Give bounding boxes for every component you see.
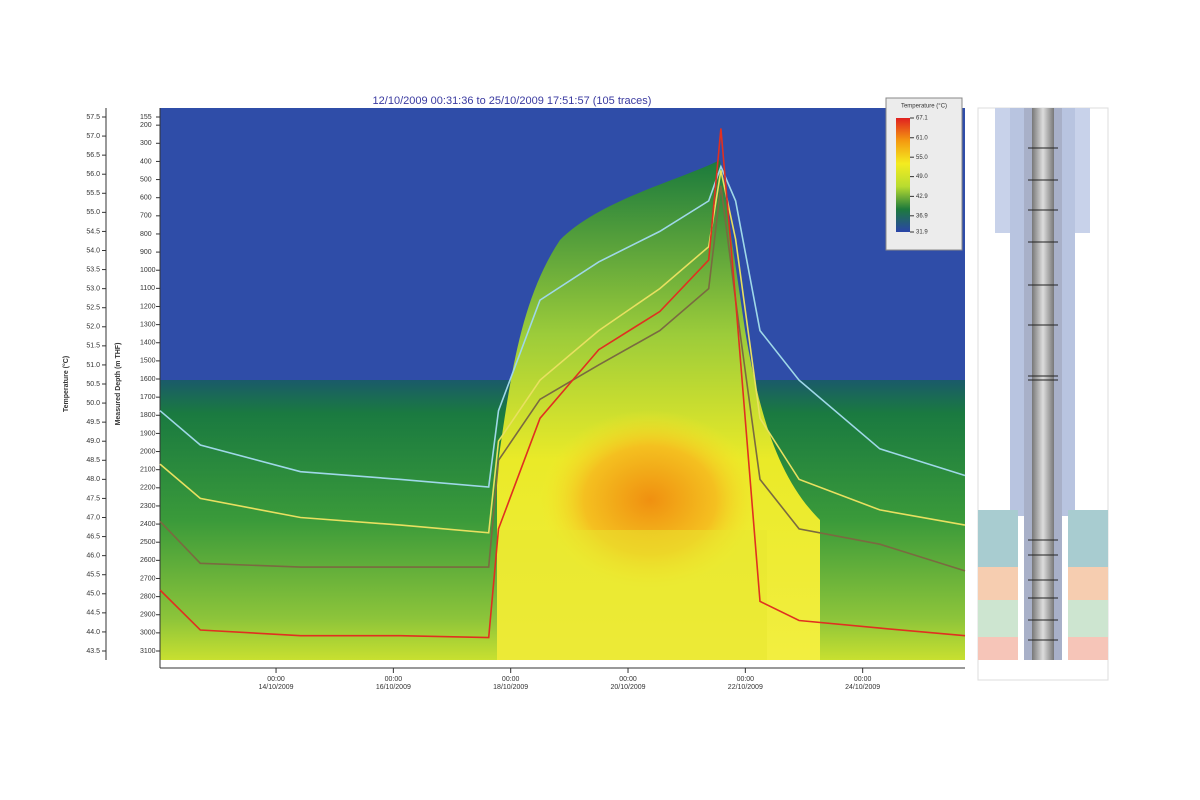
y2-tick-label: 2400: [140, 521, 156, 528]
colorbar-tick-label: 42.9: [916, 194, 928, 200]
y2-tick-label: 2100: [140, 467, 156, 474]
y-tick-label: 44.5: [86, 610, 100, 617]
y-tick-label: 46.5: [86, 533, 100, 540]
series-line: [159, 164, 966, 488]
y-tick-label: 57.5: [86, 114, 100, 121]
x-tick-label: 00:00 24/10/2009: [845, 676, 881, 691]
x-tick-label: 00:00 22/10/2009: [727, 676, 763, 691]
colorbar-tick-label: 36.9: [916, 213, 928, 219]
y2-tick-label: 900: [140, 249, 152, 256]
well-diagram: [977, 107, 1109, 681]
y2-tick-label: 2800: [140, 593, 156, 600]
y-tick-label: 55.5: [86, 190, 100, 197]
y2-tick-label: 500: [140, 176, 152, 183]
colorbar-title: Temperature (°C): [901, 104, 947, 110]
y-tick-label: 48.5: [86, 457, 100, 464]
y2-tick-label: 3100: [140, 648, 156, 655]
y2-tick-label: 1500: [140, 358, 156, 365]
y2-tick-label: 1600: [140, 376, 156, 383]
colorbar-tick-label: 49.0: [916, 174, 928, 180]
y-axis-title: Temperature (°C): [62, 356, 70, 412]
y-tick-label: 54.5: [86, 228, 100, 235]
colorbar-tick-label: 55.0: [916, 155, 928, 161]
colorbar-tick-label: 31.9: [916, 230, 928, 236]
x-tick-label: 00:00 18/10/2009: [493, 676, 529, 691]
y2-tick-label: 1800: [140, 412, 156, 419]
y-tick-label: 53.5: [86, 266, 100, 273]
x-tick-label: 00:00 20/10/2009: [610, 676, 646, 691]
y2-tick-label: 1900: [140, 430, 156, 437]
y-tick-label: 53.0: [86, 285, 100, 292]
x-tick-label: 00:00 14/10/2009: [258, 676, 294, 691]
y-tick-label: 46.0: [86, 552, 100, 559]
y-tick-label: 47.5: [86, 495, 100, 502]
y-tick-label: 52.5: [86, 305, 100, 312]
y2-tick-label: 2600: [140, 557, 156, 564]
y2-tick-label: 1000: [140, 267, 156, 274]
series-line: [159, 185, 966, 572]
y2-tick-label: 155: [140, 114, 152, 121]
colorbar-tick-label: 61.0: [916, 135, 928, 141]
y-tick-label: 45.0: [86, 591, 100, 598]
y2-tick-label: 2200: [140, 485, 156, 492]
y2-tick-label: 2900: [140, 612, 156, 619]
y-tick-label: 50.5: [86, 381, 100, 388]
y-tick-label: 55.0: [86, 209, 100, 216]
y-tick-label: 50.0: [86, 400, 100, 407]
y2-tick-label: 1400: [140, 340, 156, 347]
y-tick-label: 52.0: [86, 324, 100, 331]
chart-title: 12/10/2009 00:31:36 to 25/10/2009 17:51:…: [373, 95, 652, 107]
y-tick-label: 56.0: [86, 171, 100, 178]
y2-tick-label: 2700: [140, 575, 156, 582]
y-tick-label: 49.0: [86, 438, 100, 445]
y2-tick-label: 600: [140, 195, 152, 202]
y2-tick-label: 2500: [140, 539, 156, 546]
y2-tick-label: 800: [140, 231, 152, 238]
y-tick-label: 51.0: [86, 362, 100, 369]
y2-tick-label: 3000: [140, 630, 156, 637]
colorbar-tick-label: 67.1: [916, 116, 928, 122]
y2-tick-label: 300: [140, 140, 152, 147]
y-tick-label: 54.0: [86, 247, 100, 254]
y2-tick-label: 1100: [140, 285, 155, 292]
y2-tick-label: 1300: [140, 321, 156, 328]
y2-axis-title: Measured Depth (m THF): [115, 343, 122, 426]
colorbar: [896, 118, 910, 232]
y2-tick-label: 400: [140, 158, 152, 165]
y-tick-label: 47.0: [86, 514, 100, 521]
y-tick-label: 49.5: [86, 419, 100, 426]
y2-tick-label: 1700: [140, 394, 156, 401]
x-tick-label: 00:00 16/10/2009: [375, 676, 411, 691]
y-tick-label: 51.5: [86, 343, 100, 350]
y2-tick-label: 700: [140, 213, 152, 220]
y-tick-label: 44.0: [86, 629, 100, 636]
y2-tick-label: 200: [140, 122, 152, 129]
heatmap: [160, 108, 965, 660]
y-tick-label: 56.5: [86, 152, 100, 159]
y-tick-label: 45.5: [86, 572, 100, 579]
y-tick-label: 48.0: [86, 476, 100, 483]
y-tick-label: 57.0: [86, 133, 100, 140]
y-tick-label: 43.5: [86, 648, 100, 655]
series-line: [159, 170, 966, 534]
y2-tick-label: 2000: [140, 448, 156, 455]
series-line: [159, 128, 966, 639]
y2-tick-label: 1200: [140, 303, 156, 310]
y2-tick-label: 2300: [140, 503, 156, 510]
